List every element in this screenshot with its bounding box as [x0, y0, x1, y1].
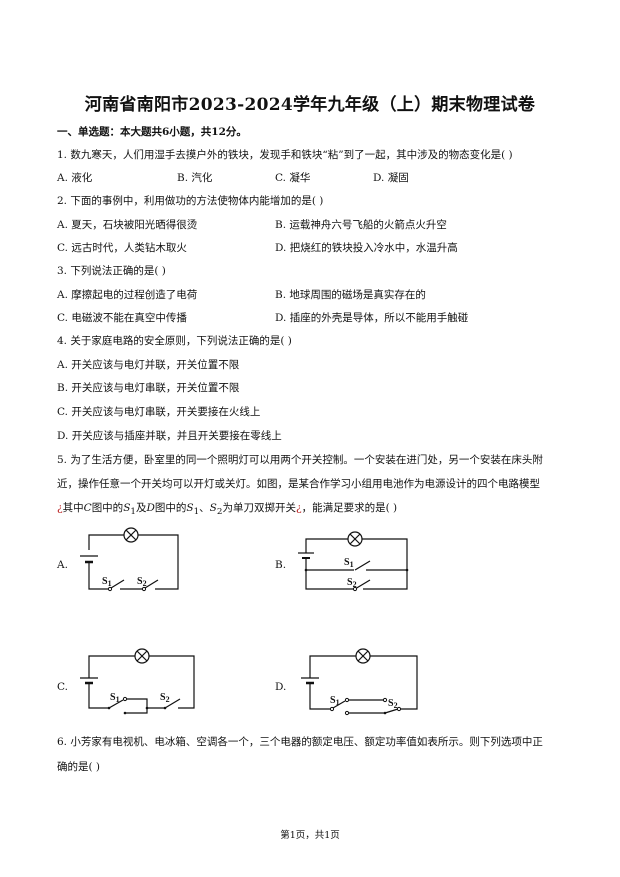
text: C [83, 502, 92, 514]
encoding-mark: ¿ [295, 502, 302, 514]
lamp-icon [123, 527, 139, 543]
circuit-d: S1 S2 [301, 648, 418, 716]
question-4-stem: 4. 关于家庭电路的安全原则，下列说法正确的是( ) [57, 335, 292, 347]
text: 2 [216, 507, 223, 518]
question-1-stem: 1. 数九寒天，人们用湿手去摸户外的铁块，发现手和铁块“粘”到了一起，其中涉及的… [57, 149, 513, 161]
text: D [146, 502, 155, 514]
question-5-stem-line3: ¿其中C图中的S1及D图中的S1、S2为单刀双掷开关¿，能满足要求的是( ) [57, 501, 397, 519]
question-2-stem: 2. 下面的事例中，利用做功的方法使物体内能增加的是( ) [57, 195, 324, 207]
text: 其中 [62, 502, 84, 514]
switch-s2-label: S2 [160, 692, 170, 704]
text: S [186, 502, 194, 514]
text: 图中的 [91, 502, 124, 514]
q2-option-a: A. 夏天，石块被阳光晒得很烫 [57, 219, 198, 231]
text: 及 [135, 502, 147, 514]
question-6-stem-line1: 6. 小芳家有电视机、电冰箱、空调各一个，三个电器的额定电压、额定功率值如表所示… [57, 736, 543, 748]
q3-option-d: D. 插座的外壳是导体，所以不能用手触碰 [275, 312, 469, 324]
q4-option-a: A. 开关应该与电灯并联，开关位置不限 [57, 359, 240, 371]
text: 1 [193, 507, 200, 518]
lamp-icon [355, 648, 371, 664]
q5-option-b: B. [275, 559, 287, 571]
q5-option-d: D. [275, 681, 287, 693]
q5-option-c: C. [57, 681, 68, 693]
text: S [209, 502, 217, 514]
switch-s2-label: S2 [388, 698, 398, 710]
question-3-stem: 3. 下列说法正确的是( ) [57, 265, 166, 277]
text: S [123, 502, 131, 514]
page-footer: 第1页，共1页 [280, 830, 340, 841]
lamp-icon [347, 531, 363, 547]
encoding-mark: ¿ [57, 502, 63, 514]
circuit-b: S1 S2 [298, 531, 409, 592]
q4-option-c: C. 开关应该与电灯串联，开关要接在火线上 [57, 406, 261, 418]
section-heading: 一、单选题：本大题共6小题，共12分。 [57, 126, 247, 138]
text: 为单刀双掷开关 [222, 502, 296, 514]
q2-option-d: D. 把烧红的铁块投入冷水中，水温升高 [275, 242, 458, 254]
q4-option-d: D. 开关应该与插座并联，并且开关要接在零线上 [57, 430, 282, 442]
q1-option-d: D. 凝固 [373, 172, 409, 184]
question-6-stem-line2: 确的是( ) [57, 761, 101, 773]
q4-option-b: B. 开关应该与电灯串联，开关位置不限 [57, 382, 240, 394]
switch-s1-label: S1 [330, 695, 340, 707]
lamp-icon [134, 648, 150, 664]
q5-option-a: A. [57, 559, 68, 571]
q1-option-c: C. 凝华 [275, 172, 311, 184]
q2-option-b: B. 运载神舟六号飞船的火箭点火升空 [275, 219, 447, 231]
switch-s1-label: S1 [102, 576, 112, 588]
q3-option-c: C. 电磁波不能在真空中传播 [57, 312, 187, 324]
text: ，能满足要求的是( ) [301, 502, 398, 514]
switch-s1-label: S1 [110, 692, 120, 704]
switch-s2-label: S2 [347, 577, 357, 589]
text: 1 [130, 507, 136, 518]
circuit-c: S1 S2 [80, 648, 195, 715]
circuit-a: S1 S2 [80, 527, 179, 592]
question-5-stem-line1: 5. 为了生活方便，卧室里的同一个照明灯可以用两个开关控制。一个安装在进门处，另… [57, 454, 543, 466]
text: 、 [199, 502, 210, 514]
question-5-stem-line2: 近，操作任意一个开关均可以开灯或关灯。如图，是某合作学习小组用电池作为电源设计的… [57, 478, 540, 490]
switch-s1-label: S1 [344, 557, 354, 569]
q3-option-b: B. 地球周围的磁场是真实存在的 [275, 289, 426, 301]
q3-option-a: A. 摩擦起电的过程创造了电荷 [57, 289, 198, 301]
q1-option-b: B. 汽化 [177, 172, 213, 184]
switch-s2-label: S2 [137, 576, 147, 588]
text: 图中的 [154, 502, 187, 514]
q1-option-a: A. 液化 [57, 172, 93, 184]
page-title: 河南省南阳市2023-2024学年九年级（上）期末物理试卷 [84, 95, 536, 115]
q2-option-c: C. 远古时代，人类钻木取火 [57, 242, 187, 254]
